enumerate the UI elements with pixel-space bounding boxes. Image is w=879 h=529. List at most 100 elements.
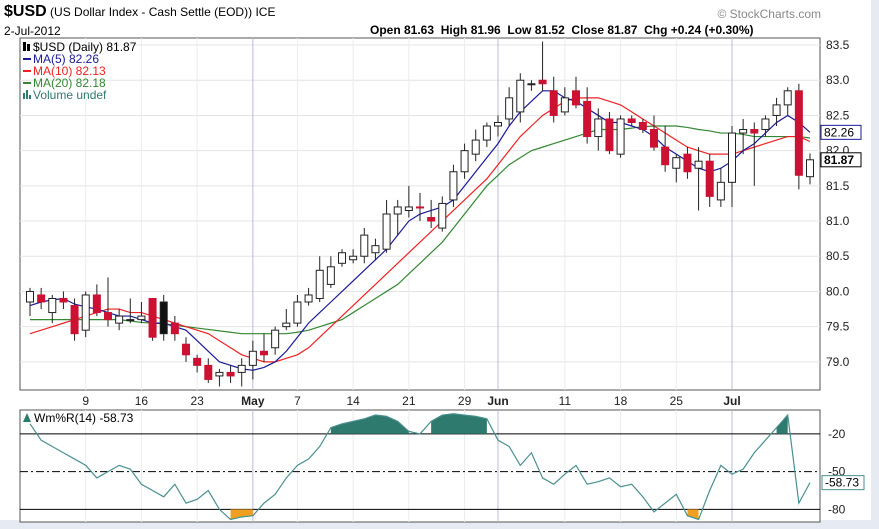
price-tag-box [820, 152, 862, 168]
candle-body [159, 301, 168, 335]
candle-body [26, 290, 34, 303]
wpr-tick-label: -20 [828, 427, 846, 441]
wpr-line [29, 413, 811, 521]
chart-date: 2-Jul-2012 [4, 24, 61, 38]
price-tick-label: 81.5 [826, 179, 850, 193]
candle-body [516, 79, 525, 113]
candle-body [81, 294, 90, 331]
candle-body [806, 159, 814, 178]
candle-body [471, 139, 480, 155]
x-tick-label: 23 [190, 394, 204, 408]
candle-body [750, 129, 759, 134]
candle-body [794, 90, 803, 176]
candle-body [505, 97, 514, 120]
bottom-frame-strip [0, 520, 879, 529]
candle-body [404, 206, 413, 211]
candle-body [126, 319, 135, 322]
price-tick-label: 83.0 [826, 73, 850, 87]
candle-body [761, 118, 770, 131]
candle-body [293, 301, 302, 324]
indicator-panel [19, 409, 821, 523]
price-tick-label: 82.5 [826, 108, 850, 122]
candle-body [416, 206, 424, 209]
candle-body [326, 266, 335, 285]
chart-title: $USD (US Dollar Index - Cash Settle (EOD… [4, 3, 275, 21]
candle-body [672, 157, 681, 169]
candle-body [137, 315, 146, 321]
wpr-last-tag-label: -58.73 [825, 476, 859, 490]
candle-body [237, 364, 246, 373]
legend-entry: $USD (Daily) 81.87 [33, 40, 137, 54]
candle-body [226, 371, 235, 377]
candle-body [560, 97, 569, 113]
candle-body [148, 297, 157, 338]
exchange: ICE [255, 5, 276, 19]
candle-body [683, 153, 692, 173]
candle-body [494, 121, 502, 127]
candle-body [583, 100, 592, 138]
price-tag-label: 81.87 [824, 153, 854, 167]
symbol: $USD [4, 3, 47, 20]
candle-body [338, 252, 346, 264]
wpr-overbought-fill [431, 413, 487, 434]
candle-body [572, 90, 580, 106]
volume-icon [29, 95, 31, 99]
candle-body [260, 350, 268, 356]
x-tick-label: 16 [135, 394, 149, 408]
candle-body [315, 269, 324, 299]
candle-body [638, 121, 647, 131]
candle-body [438, 202, 447, 229]
x-tick-label: 29 [458, 394, 472, 408]
candle-body [705, 160, 714, 197]
candle-body [170, 322, 179, 335]
candle-body [650, 129, 658, 148]
candle-body [594, 118, 603, 138]
candle-body [182, 343, 190, 356]
wpr-legend-entry: Wm%R(14) -58.73 [34, 411, 134, 425]
ohlc-summary: Open 81.63 High 81.96 Low 81.52 Close 81… [370, 23, 754, 37]
x-tick-label: 11 [559, 394, 572, 408]
x-tick-label: 25 [670, 394, 684, 408]
candle-body [248, 350, 257, 366]
wpr-overbought-fill [776, 415, 788, 434]
price-tick-label: 80.0 [826, 284, 850, 298]
candle-body [549, 90, 558, 116]
x-tick-label: 9 [82, 394, 89, 408]
brand[interactable]: © StockCharts.com [717, 7, 821, 21]
candle-body [59, 297, 68, 303]
x-tick-label: 14 [346, 394, 360, 408]
candle-body [739, 129, 748, 134]
area-icon [23, 413, 31, 422]
candle-body [527, 83, 536, 86]
candle-body [349, 255, 358, 261]
candle-body [360, 234, 369, 257]
wpr-last-tag-box [821, 475, 865, 491]
candle-body [37, 294, 46, 303]
candle-body [104, 312, 112, 321]
candle-body [772, 104, 781, 116]
candle-body [115, 315, 124, 324]
candle-body [215, 371, 224, 377]
candle-body [204, 364, 213, 380]
legend-entry: Volume undef [33, 88, 107, 102]
candle-body [48, 297, 57, 314]
candle-body [627, 118, 636, 123]
candle-body [616, 118, 625, 155]
price-tick-label: 81.0 [826, 214, 850, 228]
candle-body [694, 160, 703, 169]
volume-icon [23, 93, 25, 99]
volume-icon [26, 90, 28, 99]
candle-body [193, 357, 202, 366]
price-tick-label: 80.5 [826, 249, 850, 263]
wpr-oversold-fill [230, 509, 253, 520]
candle-body [282, 322, 291, 328]
candle-body [92, 294, 101, 314]
price-tick-label: 79.0 [826, 355, 850, 369]
candle-body [393, 206, 402, 215]
candle-icon [23, 42, 26, 51]
candle-body [605, 118, 614, 152]
candle-body [382, 213, 391, 250]
legend-entry: MA(10) 82.13 [33, 64, 106, 78]
